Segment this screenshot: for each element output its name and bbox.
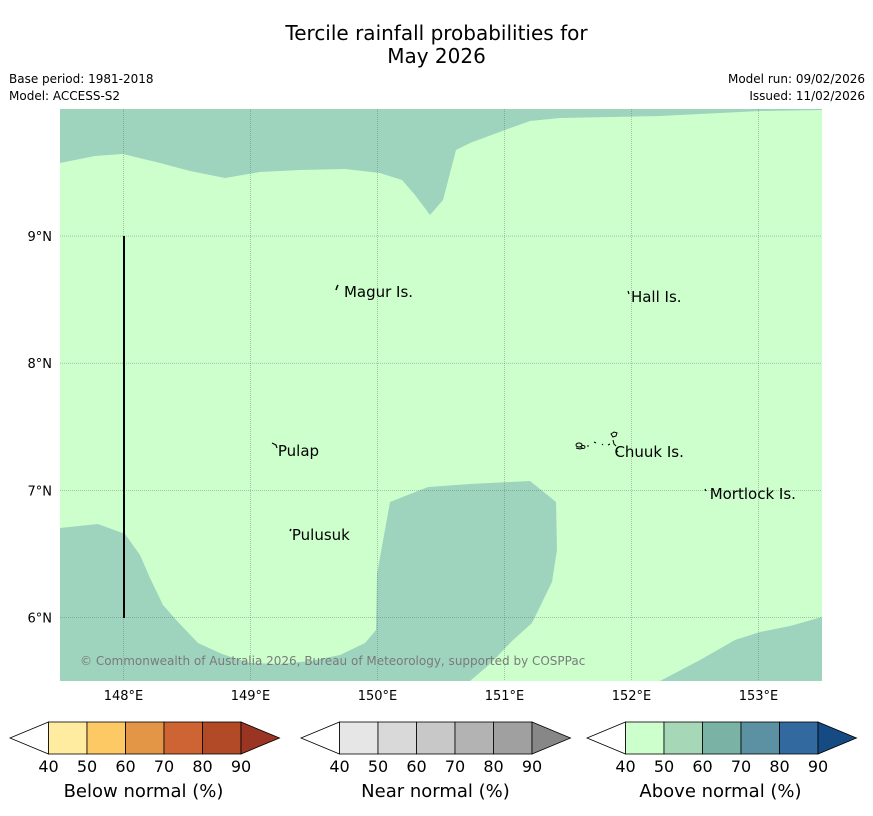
lon-tick-label: 150°E [358,689,398,704]
colorbar-min-extend [8,721,49,755]
colorbar-segment [454,721,494,755]
colorbar-tick-label: 60 [115,757,135,776]
lon-tick-label: 149°E [231,689,271,704]
colorbar-tick-label: 40 [38,757,58,776]
colorbar-segment [702,721,742,755]
above-normal-50-60-region-south [60,481,557,681]
place-label: Mortlock Is. [710,485,796,503]
colorbar-tick-label: 60 [406,757,426,776]
colorbar-segment [86,721,126,755]
above-normal-50-60-region-southeast [660,617,822,681]
colorbar-tick-label: 40 [615,757,635,776]
colorbar-tick-label: 50 [77,757,97,776]
lon-tick-label: 151°E [485,689,525,704]
model-run: Model run: 09/02/2026 [727,72,865,86]
pulusuk-island-shape [289,528,292,532]
mortlock-island-shape [704,488,707,492]
colorbar-tick-label: 70 [154,757,174,776]
magur-island-shape [335,284,339,291]
colorbar-1: 40 50 60 70 80 90 [299,721,572,776]
chart-title: Tercile rainfall probabilities for May 2… [0,22,873,68]
colorbar-0: 40 50 60 70 80 90 [8,721,281,776]
colorbar-segment [779,721,819,755]
colorbar-above-label: Above normal (%) [639,781,802,802]
copyright-notice: © Commonwealth of Australia 2026, Bureau… [80,654,585,668]
colorbar-segment [339,721,379,755]
colorbar-tick-label: 50 [654,757,674,776]
colorbar-segment [125,721,165,755]
model-name: Model: ACCESS-S2 [9,89,121,103]
place-labels: Magur Is. Hall Is. Pulap Chuuk Is. Mortlock … [278,283,796,544]
lon-tick-label: 152°E [612,689,652,704]
colorbar-segment [663,721,703,755]
place-label: Magur Is. [344,283,413,301]
chuuk-island-shapes [575,431,619,453]
title-line-2: May 2026 [387,44,486,68]
title-line-1: Tercile rainfall probabilities for [285,21,588,45]
colorbar-min-extend [299,721,340,755]
colorbar-segment [740,721,780,755]
lat-tick-label: 6°N [28,611,53,626]
issued-date: Issued: 11/02/2026 [749,89,865,103]
colorbar-tick-label: 40 [329,757,349,776]
colorbar-segment [377,721,417,755]
colorbar-tick-label: 80 [769,757,789,776]
base-period: Base period: 1981-2018 [9,72,154,86]
place-label: Chuuk Is. [614,443,683,461]
lat-tick-label: 7°N [28,484,53,499]
colorbar-segment [416,721,456,755]
place-label: Pulap [278,442,319,460]
colorbar-tick-label: 60 [692,757,712,776]
colorbar-tick-label: 90 [808,757,828,776]
colorbar-max-extend [240,721,281,755]
colorbar-tick-label: 70 [731,757,751,776]
meta-right: Model run: 09/02/2026 Issued: 11/02/2026 [728,71,865,105]
meta-left: Base period: 1981-2018 Model: ACCESS-S2 [9,71,154,105]
axis-tick-labels: 148°E 149°E 150°E 151°E 152°E 153°E 9°N 8°N 7°N 6… [28,230,779,704]
pulap-island-shape [271,442,278,449]
colorbar-below-label: Below normal (%) [63,781,224,802]
colorbar-tick-label: 80 [483,757,503,776]
place-label: Hall Is. [631,288,682,306]
colorbars: 40 50 60 70 80 90 40 50 60 70 80 90 40 50 60 70 80 90 [8,721,858,776]
colorbar-tick-label: 70 [445,757,465,776]
colorbar-tick-label: 90 [231,757,251,776]
colorbar-2: 40 50 60 70 80 90 [585,721,858,776]
place-label: Pulusuk [292,526,350,544]
colorbar-segment [202,721,242,755]
colorbar-tick-label: 80 [192,757,212,776]
colorbar-segment [163,721,203,755]
lon-tick-label: 153°E [739,689,779,704]
colorbar-tick-label: 50 [368,757,388,776]
colorbar-segment [493,721,533,755]
colorbar-max-extend [531,721,572,755]
colorbar-max-extend [817,721,858,755]
colorbar-tick-label: 90 [522,757,542,776]
lat-tick-label: 9°N [28,230,53,245]
colorbar-segment [625,721,665,755]
colorbar-min-extend [585,721,626,755]
lon-tick-label: 148°E [104,689,144,704]
lat-tick-label: 8°N [28,357,53,372]
colorbar-segment [48,721,88,755]
island-markers [271,284,707,532]
hall-island-shape [627,290,630,295]
colorbar-near-label: Near normal (%) [361,781,510,802]
